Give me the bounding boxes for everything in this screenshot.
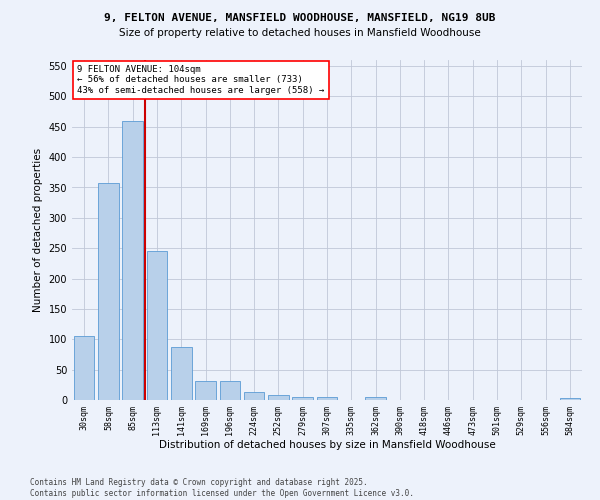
Bar <box>268 394 289 400</box>
Text: Size of property relative to detached houses in Mansfield Woodhouse: Size of property relative to detached ho… <box>119 28 481 38</box>
Bar <box>146 250 167 400</box>
Bar <box>195 381 216 400</box>
Bar <box>122 120 143 400</box>
Bar <box>98 183 119 400</box>
Bar <box>74 336 94 400</box>
Text: 9 FELTON AVENUE: 104sqm
← 56% of detached houses are smaller (733)
43% of semi-d: 9 FELTON AVENUE: 104sqm ← 56% of detache… <box>77 65 325 95</box>
Y-axis label: Number of detached properties: Number of detached properties <box>33 148 43 312</box>
Text: 9, FELTON AVENUE, MANSFIELD WOODHOUSE, MANSFIELD, NG19 8UB: 9, FELTON AVENUE, MANSFIELD WOODHOUSE, M… <box>104 12 496 22</box>
Bar <box>560 398 580 400</box>
Text: Contains HM Land Registry data © Crown copyright and database right 2025.
Contai: Contains HM Land Registry data © Crown c… <box>30 478 414 498</box>
Bar <box>317 397 337 400</box>
Bar <box>292 397 313 400</box>
Bar <box>220 381 240 400</box>
X-axis label: Distribution of detached houses by size in Mansfield Woodhouse: Distribution of detached houses by size … <box>158 440 496 450</box>
Bar <box>244 392 265 400</box>
Bar <box>171 346 191 400</box>
Bar <box>365 397 386 400</box>
